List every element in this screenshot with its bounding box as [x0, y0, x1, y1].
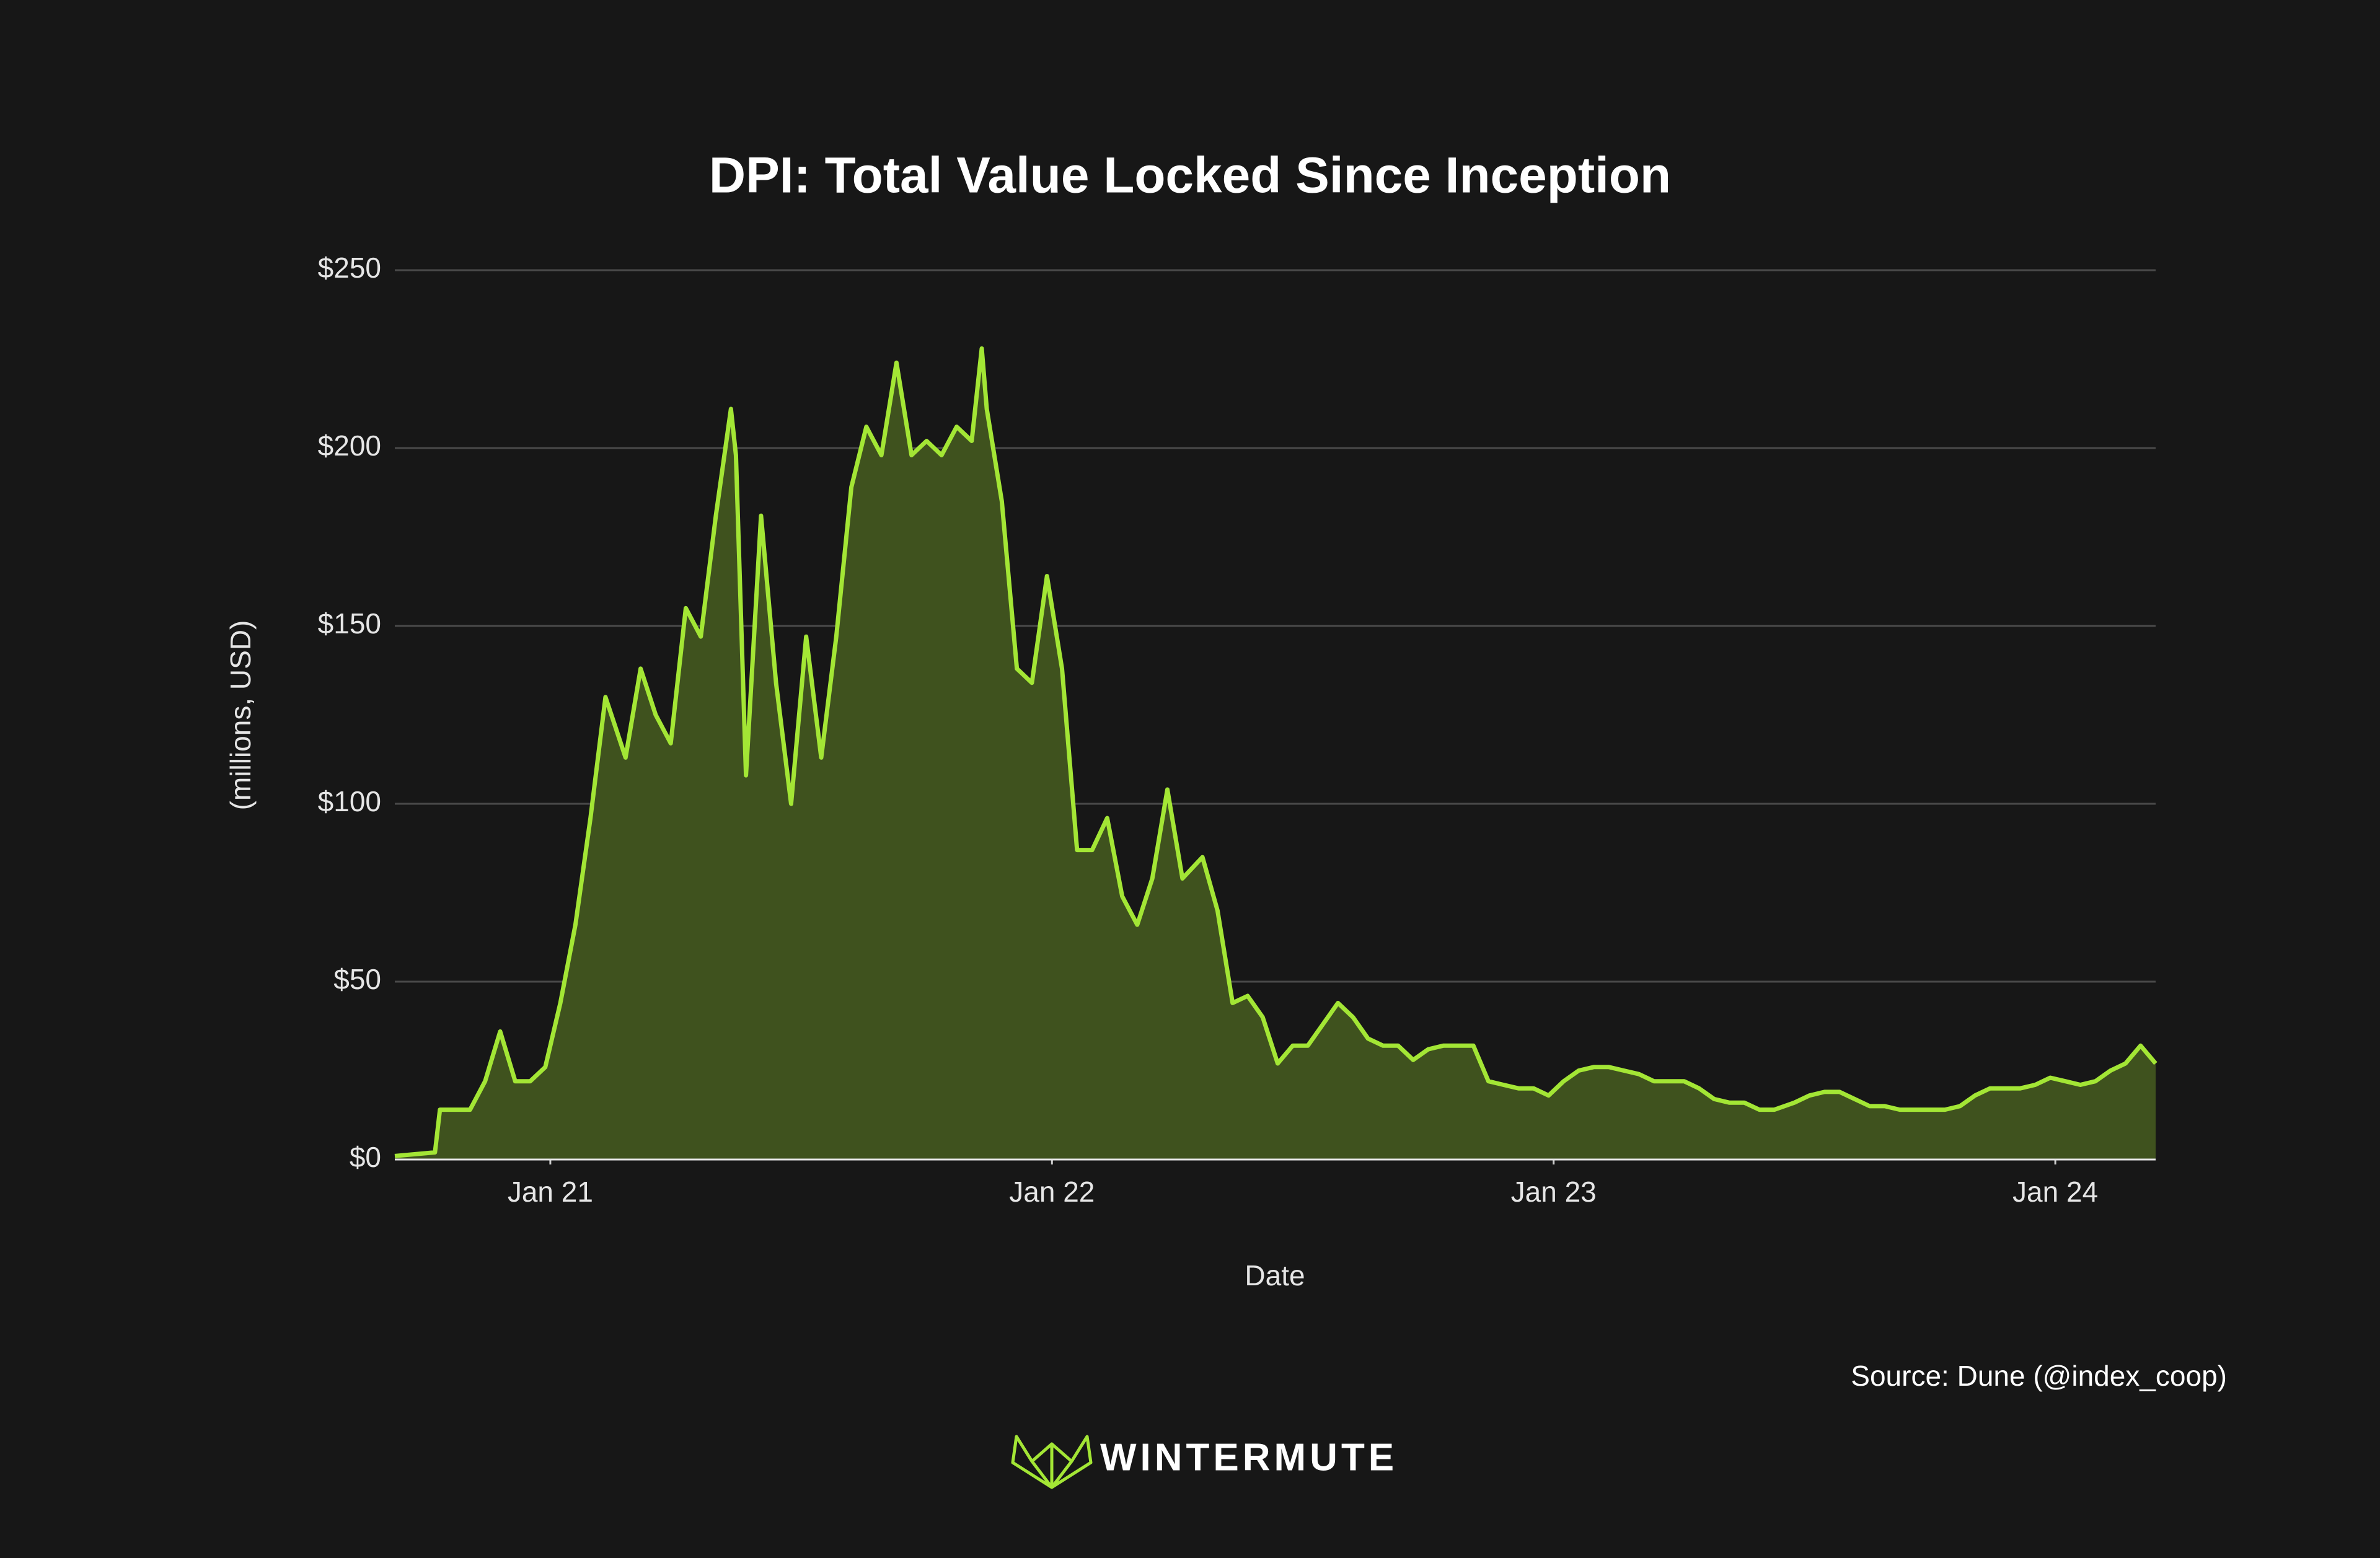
- y-tick-label: $0: [350, 1141, 381, 1173]
- logo: [1011, 1435, 1093, 1489]
- x-tick-label: Jan 24: [2012, 1176, 2098, 1208]
- x-tick-label: Jan 23: [1511, 1176, 1597, 1208]
- x-tick-label: Jan 21: [508, 1176, 593, 1208]
- y-tick-label: $50: [333, 963, 381, 995]
- y-axis-label: (millions, USD): [224, 620, 257, 811]
- y-tick-label: $100: [318, 785, 381, 817]
- y-tick-label: $200: [318, 429, 381, 462]
- area-line: [394, 346, 2157, 1158]
- x-axis-label: Date: [1245, 1259, 1305, 1292]
- source-note: Source: Dune (@index_coop): [1851, 1360, 2227, 1392]
- chart-title: DPI: Total Value Locked Since Inception: [709, 147, 1671, 204]
- y-tick-label: $250: [318, 252, 381, 284]
- x-tick-label: Jan 22: [1009, 1176, 1095, 1208]
- logo-icon: [1011, 1435, 1093, 1489]
- area-fill: [395, 348, 2156, 1160]
- y-tick-label: $150: [318, 607, 381, 640]
- brand-name: WINTERMUTE: [1100, 1436, 1398, 1479]
